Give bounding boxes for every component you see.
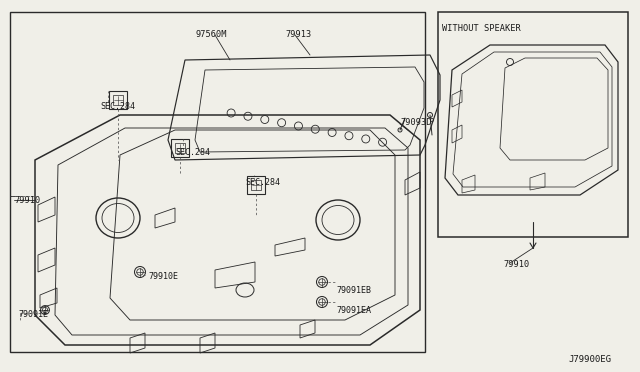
Text: 79091E: 79091E xyxy=(18,310,48,319)
Text: J79900EG: J79900EG xyxy=(568,355,611,364)
Text: SEC.284: SEC.284 xyxy=(100,102,135,111)
Bar xyxy=(247,176,265,194)
Text: 97560M: 97560M xyxy=(196,30,227,39)
Bar xyxy=(438,12,628,237)
Bar xyxy=(171,139,189,157)
Text: SEC.284: SEC.284 xyxy=(245,178,280,187)
Text: 79093D: 79093D xyxy=(400,118,431,127)
Bar xyxy=(251,180,261,190)
Text: WITHOUT SPEAKER: WITHOUT SPEAKER xyxy=(442,24,521,33)
Text: SEC.284: SEC.284 xyxy=(175,148,210,157)
Text: 79913: 79913 xyxy=(285,30,311,39)
Bar xyxy=(109,91,127,109)
Bar xyxy=(113,94,124,105)
Text: 79910E: 79910E xyxy=(148,272,178,281)
Bar xyxy=(175,142,186,153)
Text: 79091EB: 79091EB xyxy=(336,286,371,295)
Text: 79910: 79910 xyxy=(14,196,40,205)
Text: 79091EA: 79091EA xyxy=(336,306,371,315)
Bar xyxy=(10,12,425,352)
Text: 79910: 79910 xyxy=(503,260,529,269)
